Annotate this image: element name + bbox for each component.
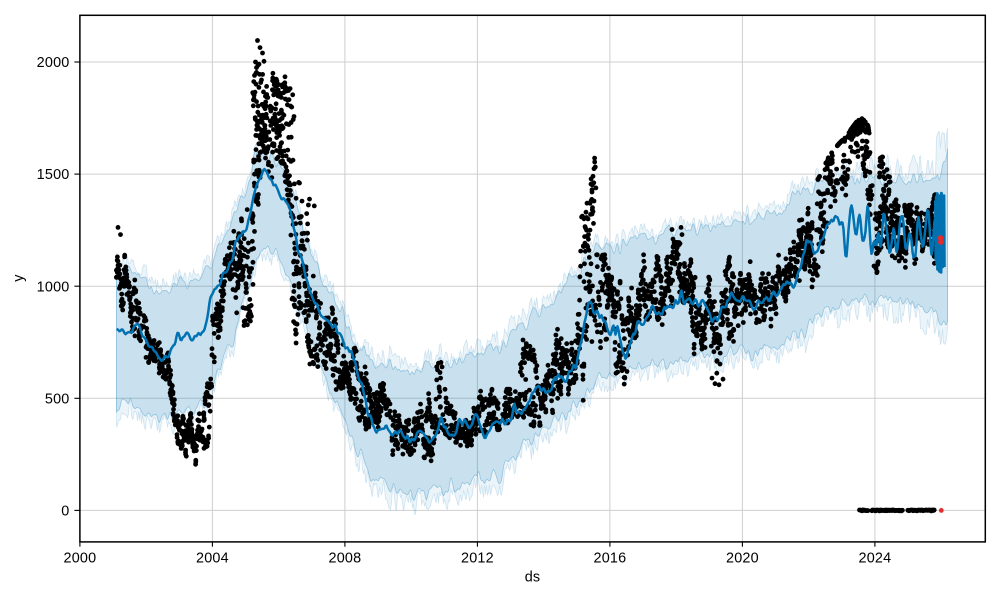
svg-text:2000: 2000 bbox=[37, 55, 70, 71]
svg-text:500: 500 bbox=[45, 391, 70, 407]
svg-text:2000: 2000 bbox=[63, 551, 96, 567]
svg-text:2008: 2008 bbox=[328, 551, 361, 567]
svg-text:0: 0 bbox=[61, 504, 69, 520]
svg-text:1000: 1000 bbox=[37, 279, 70, 295]
svg-text:2020: 2020 bbox=[726, 551, 759, 567]
svg-text:2012: 2012 bbox=[461, 551, 494, 567]
svg-text:2024: 2024 bbox=[858, 551, 891, 567]
svg-text:2004: 2004 bbox=[196, 551, 229, 567]
svg-text:y: y bbox=[11, 274, 27, 282]
svg-text:1500: 1500 bbox=[37, 167, 70, 183]
svg-text:2016: 2016 bbox=[593, 551, 626, 567]
svg-text:ds: ds bbox=[525, 570, 541, 586]
